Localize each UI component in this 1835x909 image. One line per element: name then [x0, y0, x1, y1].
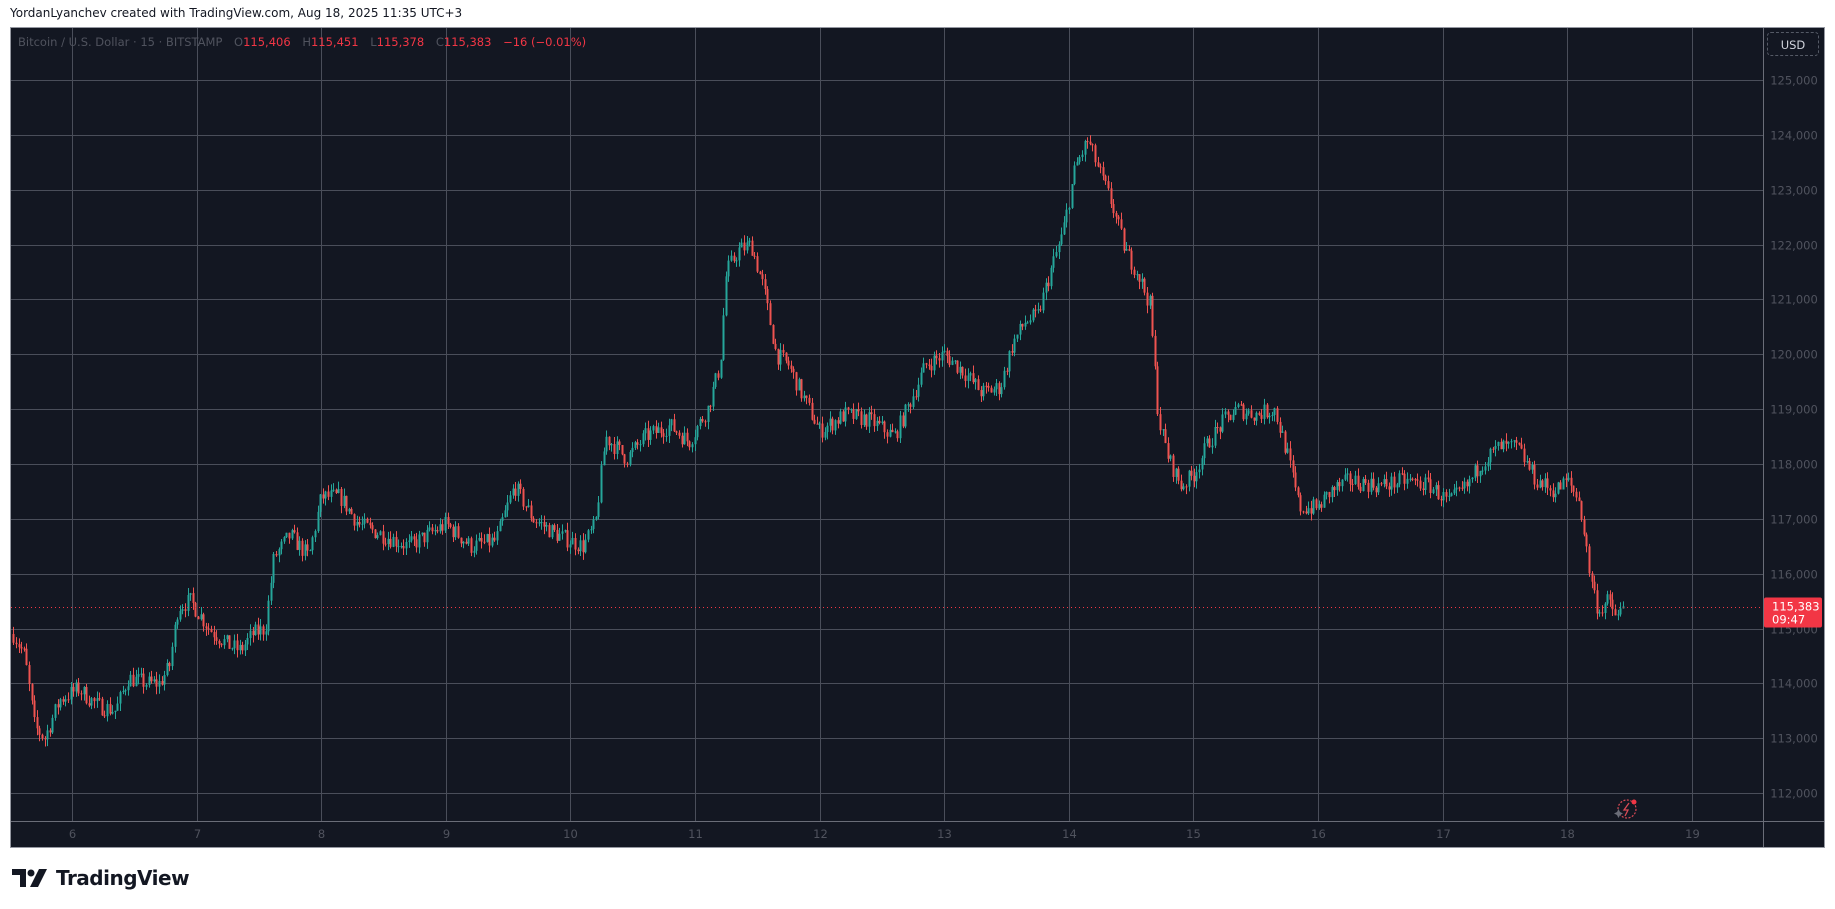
time-axis-label: 9 — [443, 827, 450, 841]
price-axis-label: 121,000 — [1770, 293, 1818, 307]
time-axis-label: 16 — [1311, 827, 1326, 841]
currency-button[interactable]: USD — [1767, 32, 1819, 56]
tradingview-logo-text: TradingView — [56, 866, 190, 890]
price-axis-label: 117,000 — [1770, 513, 1818, 527]
bar-countdown: 09:47 — [1772, 613, 1805, 627]
symbol-legend: Bitcoin / U.S. Dollar · 15 · BITSTAMP O1… — [18, 35, 586, 49]
price-axis-label: 119,000 — [1770, 403, 1818, 417]
tradingview-logo[interactable]: TradingView — [12, 866, 190, 890]
close-label: C — [435, 35, 444, 49]
time-axis-label: 6 — [69, 827, 76, 841]
close-value: 115,383 — [443, 35, 492, 49]
price-axis-label: 112,000 — [1770, 787, 1818, 801]
change-value: −16 (−0.01%) — [503, 35, 587, 49]
time-axis-label: 8 — [318, 827, 325, 841]
chart-credit: YordanLyanchev created with TradingView.… — [10, 6, 463, 20]
time-axis-label: 14 — [1062, 827, 1077, 841]
price-axis-label: 123,000 — [1770, 184, 1818, 198]
price-axis-label: 113,000 — [1770, 732, 1818, 746]
open-value: 115,406 — [243, 35, 291, 49]
last-price-value: 115,383 — [1772, 600, 1820, 614]
time-axis-label: 15 — [1186, 827, 1201, 841]
time-axis-label: 12 — [813, 827, 828, 841]
low-value: 115,378 — [376, 35, 425, 49]
time-axis-label: 13 — [937, 827, 952, 841]
time-axis-label: 10 — [563, 827, 578, 841]
symbol-name: Bitcoin / U.S. Dollar · 15 · BITSTAMP — [18, 35, 223, 49]
price-axis-label: 116,000 — [1770, 568, 1818, 582]
low-label: L — [370, 35, 377, 49]
time-axis-label: 19 — [1685, 827, 1700, 841]
open-label: O — [234, 35, 244, 49]
tradingview-logo-icon — [12, 869, 47, 887]
price-axis-label: 124,000 — [1770, 129, 1818, 143]
time-axis-label: 18 — [1560, 827, 1575, 841]
price-axis-label: 114,000 — [1770, 677, 1818, 691]
price-axis-label: 118,000 — [1770, 458, 1818, 472]
last-price-label — [1764, 597, 1822, 628]
candles — [12, 135, 1625, 747]
high-value: 115,451 — [310, 35, 359, 49]
price-axis-label: 122,000 — [1770, 239, 1818, 253]
price-axis-label: 120,000 — [1770, 348, 1818, 362]
time-axis-label: 7 — [194, 827, 201, 841]
auto-scale-lightning-icon[interactable] — [1614, 799, 1637, 819]
time-axis-label: 11 — [688, 827, 703, 841]
price-axis-label: 125,000 — [1770, 74, 1818, 88]
chart-panel[interactable] — [10, 27, 1825, 848]
high-label: H — [302, 35, 311, 49]
time-axis-label: 17 — [1436, 827, 1451, 841]
